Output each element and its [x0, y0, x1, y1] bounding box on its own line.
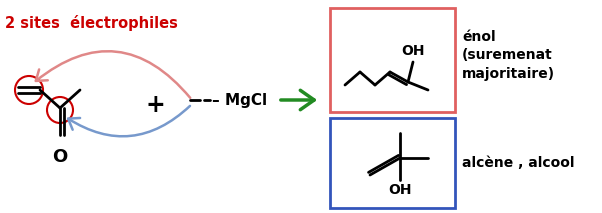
Text: énol
(suremenat
majoritaire): énol (suremenat majoritaire)	[462, 30, 555, 81]
FancyArrowPatch shape	[68, 106, 190, 136]
Text: 2 sites  électrophiles: 2 sites électrophiles	[5, 15, 178, 31]
FancyArrowPatch shape	[36, 51, 190, 98]
Text: OH: OH	[388, 183, 412, 197]
FancyArrowPatch shape	[281, 90, 314, 110]
Text: alcène , alcool: alcène , alcool	[462, 156, 574, 170]
Text: +: +	[145, 93, 165, 117]
Text: – MgCl: – MgCl	[212, 92, 267, 108]
Bar	[330, 118, 455, 208]
Bar	[330, 8, 455, 112]
Text: O: O	[52, 148, 67, 166]
Text: OH: OH	[402, 44, 425, 58]
